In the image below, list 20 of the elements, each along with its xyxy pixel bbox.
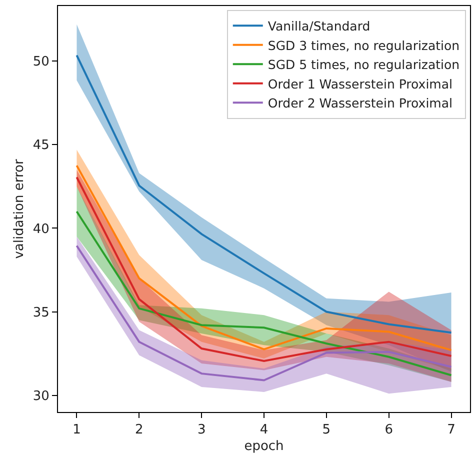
x-tick-label: 6	[384, 422, 393, 438]
y-tick-label: 35	[32, 305, 50, 320]
legend-label: Order 2 Wasserstein Proximal	[268, 96, 452, 111]
line-series	[76, 210, 452, 376]
x-tick-label: 1	[72, 422, 81, 438]
x-axis-title: epoch	[244, 439, 284, 454]
x-tick-label: 4	[260, 422, 268, 438]
x-tick-label: 5	[322, 422, 331, 438]
x-tick-label: 3	[197, 422, 206, 438]
y-tick-label: 40	[32, 222, 50, 237]
legend-label: SGD 3 times, no regularization	[268, 38, 460, 53]
y-tick-label: 45	[32, 138, 50, 154]
x-tick-label: 7	[447, 422, 456, 438]
legend-label: SGD 5 times, no regularization	[268, 57, 460, 72]
y-tick-label: 50	[32, 54, 50, 70]
x-tick-label: 2	[135, 422, 144, 438]
y-axis-title: validation error	[12, 158, 27, 259]
legend-label: Order 1 Wasserstein Proximal	[268, 76, 452, 92]
legend-label: Vanilla/Standard	[268, 18, 370, 34]
y-tick-label: 30	[32, 388, 50, 404]
